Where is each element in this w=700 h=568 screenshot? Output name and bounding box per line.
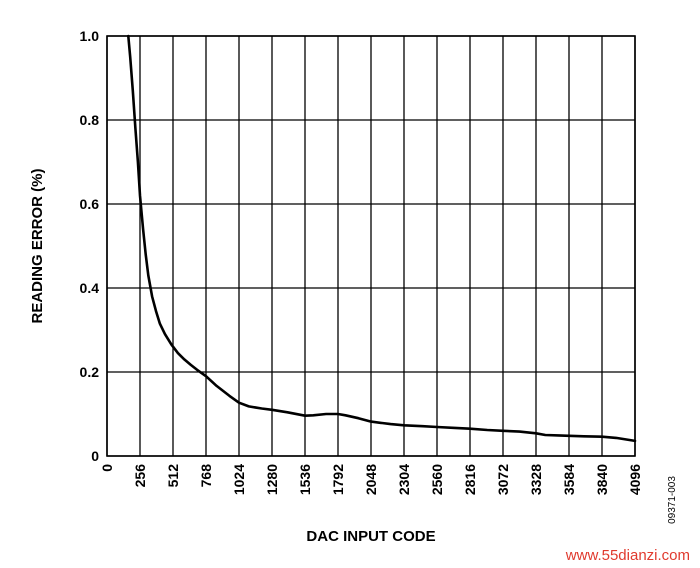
x-axis-title: DAC INPUT CODE xyxy=(306,528,435,545)
watermark-text: www.55dianzi.com xyxy=(565,547,690,564)
y-tick-label: 0 xyxy=(91,448,99,464)
y-axis-tick-labels: 0 0.2 0.4 0.6 0.8 1.0 xyxy=(80,28,100,464)
x-tick-label: 3584 xyxy=(561,464,577,495)
x-tick-label: 2048 xyxy=(363,464,379,495)
plot-frame xyxy=(106,35,636,457)
y-tick-label: 0.6 xyxy=(80,196,100,212)
y-tick-label: 0.2 xyxy=(80,364,100,380)
x-tick-label: 1024 xyxy=(231,464,247,495)
x-tick-label: 4096 xyxy=(627,464,643,495)
x-tick-label: 2560 xyxy=(429,464,445,495)
x-tick-label: 1536 xyxy=(297,464,313,495)
x-tick-label: 256 xyxy=(132,464,148,488)
x-tick-label: 1280 xyxy=(264,464,280,495)
x-axis-tick-labels: 0 256 512 768 1024 1280 1536 1792 2048 2304 2560 28… xyxy=(99,464,643,495)
figure-id: 09371-003 xyxy=(667,476,678,524)
y-tick-label: 1.0 xyxy=(80,28,100,44)
x-tick-label: 2304 xyxy=(396,464,412,495)
y-axis-title: READING ERROR (%) xyxy=(29,168,46,323)
x-tick-label: 3072 xyxy=(495,464,511,495)
x-tick-label: 512 xyxy=(165,464,181,488)
y-tick-label: 0.4 xyxy=(80,280,100,296)
x-tick-label: 3328 xyxy=(528,464,544,495)
vertical-gridlines xyxy=(106,36,636,456)
y-tick-label: 0.8 xyxy=(80,112,100,128)
plot-area xyxy=(106,34,637,457)
x-tick-label: 2816 xyxy=(462,464,478,495)
series-line-reading-error xyxy=(127,34,637,443)
x-tick-label: 0 xyxy=(99,464,115,472)
x-tick-label: 3840 xyxy=(594,464,610,495)
x-tick-label: 1792 xyxy=(330,464,346,495)
x-tick-label: 768 xyxy=(198,464,214,488)
